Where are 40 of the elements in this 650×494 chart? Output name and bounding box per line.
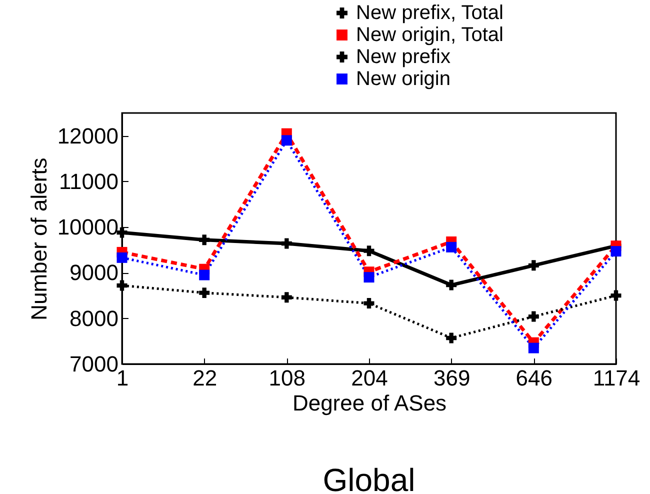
point	[199, 288, 210, 298]
point	[116, 280, 128, 291]
y-tick-label: 11000	[58, 168, 118, 194]
point	[610, 246, 622, 257]
y-tick-label: 8000	[70, 306, 118, 331]
x-tick-label: 1174	[592, 366, 640, 390]
y-axis-title: Number of alerts	[26, 158, 52, 320]
point	[281, 135, 292, 146]
point	[281, 238, 292, 249]
x-axis-title: Degree of ASes	[292, 390, 447, 416]
x-tick-label: 369	[433, 366, 470, 390]
point	[446, 280, 457, 290]
point	[364, 298, 374, 309]
y-tick-label: 7000	[70, 352, 118, 376]
legend-label: New prefix, Total	[356, 2, 504, 24]
point	[281, 292, 292, 303]
point	[446, 242, 457, 252]
x-tick-label: 204	[351, 366, 388, 390]
legend-label: New prefix	[356, 46, 450, 68]
x-tick-label: 646	[516, 366, 553, 390]
point	[446, 332, 457, 344]
point	[528, 342, 539, 354]
y-tick-label: 9000	[70, 260, 118, 286]
y-tick-label: 10000	[57, 214, 118, 240]
y-tick-label: 12000	[57, 123, 118, 148]
point	[364, 246, 374, 256]
point	[116, 227, 128, 238]
x-tick-label: 1	[116, 366, 129, 390]
legend-label: New origin	[356, 68, 450, 90]
text: Global	[322, 462, 416, 494]
legend-label: New origin, Total	[356, 24, 504, 46]
point	[116, 252, 128, 263]
point	[199, 234, 210, 246]
x-tick-label: 108	[268, 366, 306, 390]
point	[610, 290, 622, 301]
point	[199, 270, 210, 280]
point	[364, 272, 374, 283]
point	[528, 311, 539, 322]
x-tick-label: 22	[192, 366, 218, 390]
point	[528, 260, 539, 271]
